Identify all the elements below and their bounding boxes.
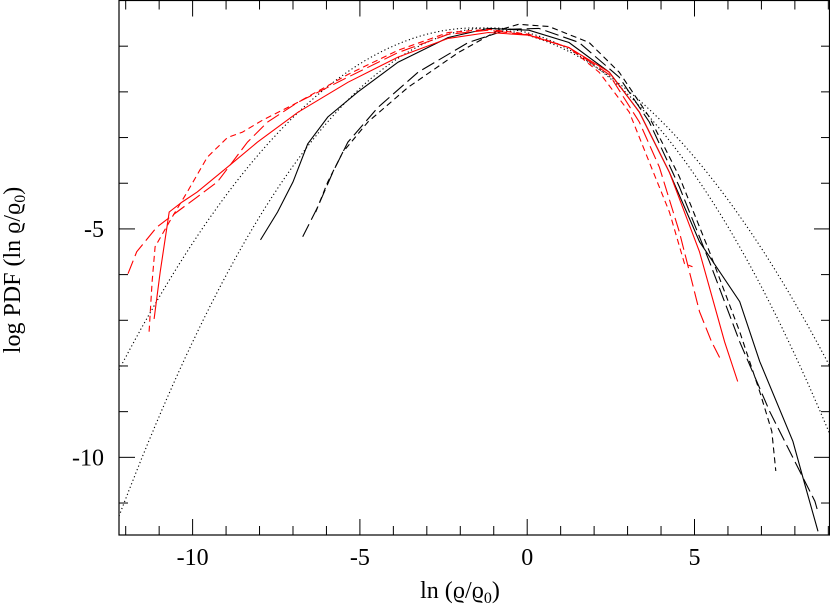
x-tick-label: -5 bbox=[350, 545, 370, 571]
series-line-3 bbox=[315, 23, 777, 472]
x-tick-label: 5 bbox=[688, 545, 700, 571]
series-line-1 bbox=[260, 27, 819, 532]
series-line-6 bbox=[148, 28, 693, 332]
x-tick-label: -10 bbox=[177, 545, 209, 571]
plot-curves bbox=[118, 23, 830, 532]
reference-curve-1 bbox=[118, 27, 830, 371]
reference-curve-2 bbox=[118, 27, 830, 517]
plot-frame bbox=[118, 0, 830, 536]
y-tick-label: -5 bbox=[84, 217, 104, 243]
tick-labels: -10 -5 0 5 -5 -10 bbox=[72, 217, 700, 571]
series-line-4 bbox=[153, 31, 739, 382]
y-tick-label: -10 bbox=[72, 445, 104, 471]
x-axis-label: ln (ϱ/ϱ0) bbox=[420, 578, 500, 607]
x-tick-label: 0 bbox=[521, 545, 533, 571]
series-line-2 bbox=[302, 27, 819, 513]
y-axis-label: log PDF (ln ϱ/ϱ0) bbox=[0, 187, 29, 353]
axis-ticks bbox=[119, 0, 830, 535]
series-line-5 bbox=[127, 29, 723, 362]
